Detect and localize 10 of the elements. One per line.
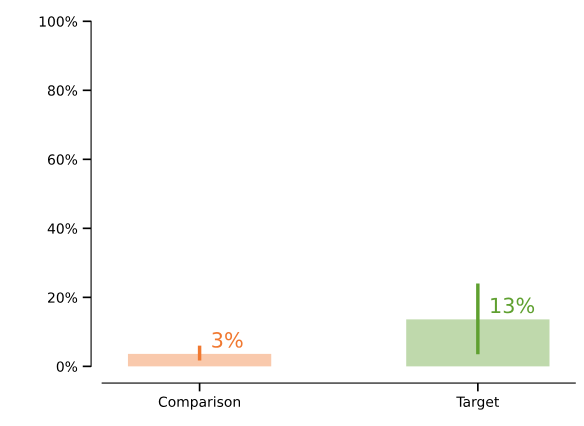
y-tick-label: 40% — [48, 223, 78, 234]
y-tick-label: 0% — [56, 361, 78, 372]
y-tick-label: 20% — [48, 292, 78, 303]
x-tick-label: Target — [456, 396, 500, 410]
data-label: 13% — [491, 298, 534, 314]
y-tick-label: 60% — [48, 154, 78, 165]
y-tick-label: 80% — [48, 85, 78, 96]
data-label: 3% — [212, 332, 243, 348]
y-tick-label: 100% — [40, 16, 78, 27]
x-tick-label: Comparison — [158, 396, 240, 410]
